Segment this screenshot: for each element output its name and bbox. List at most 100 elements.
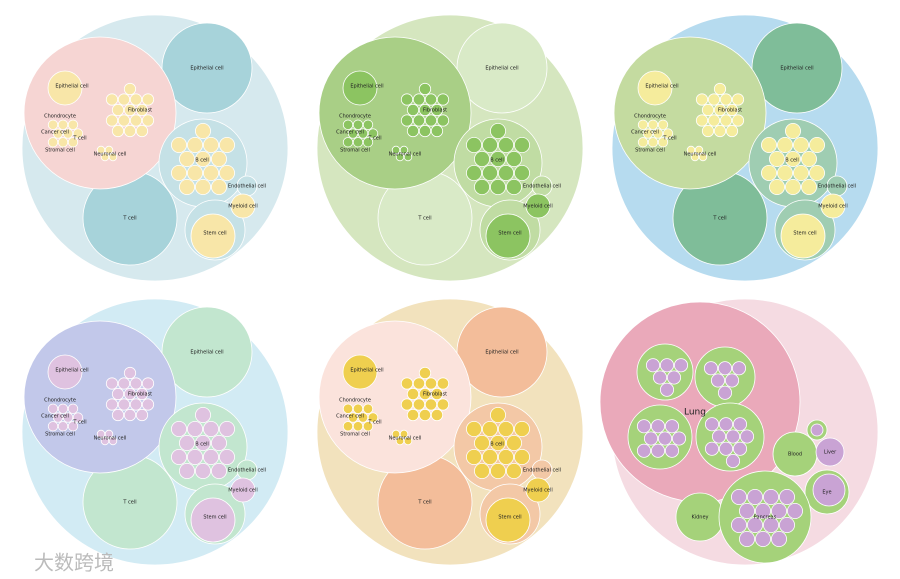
circle <box>47 403 59 414</box>
circle <box>701 124 715 138</box>
circle <box>659 382 675 397</box>
circle <box>105 398 119 411</box>
circle <box>67 421 79 432</box>
circle <box>717 385 733 400</box>
circle <box>141 398 155 411</box>
cell-label: Myeloid cell <box>818 204 848 210</box>
circle <box>645 358 661 373</box>
circle <box>400 93 414 106</box>
circle <box>489 178 506 195</box>
circle <box>412 93 426 106</box>
cell-label: Neuronal cell <box>94 152 127 158</box>
circle <box>481 136 498 153</box>
circle <box>812 473 846 507</box>
circle <box>430 408 444 422</box>
cell-label: Stromal cell <box>45 148 75 154</box>
circle <box>647 119 659 130</box>
circle <box>52 412 64 423</box>
circle <box>418 408 432 422</box>
circle <box>777 164 794 181</box>
cell-label: Eye <box>822 490 831 496</box>
cell-label: Cancer cell <box>41 130 69 136</box>
circle <box>703 361 719 376</box>
circle <box>771 502 788 519</box>
circle <box>769 178 786 195</box>
circle <box>489 123 506 140</box>
circle <box>72 412 84 423</box>
circle <box>489 150 506 167</box>
cell-label: B cell <box>785 158 799 164</box>
circle <box>52 128 64 139</box>
circle <box>418 366 432 380</box>
circle <box>713 103 727 117</box>
circle <box>430 124 444 138</box>
circle <box>636 419 652 434</box>
cell-label: Chondrocyte <box>339 114 371 120</box>
circle <box>731 93 745 106</box>
circle <box>170 448 187 465</box>
circle <box>230 477 256 503</box>
circle <box>105 377 119 390</box>
circle <box>719 114 733 127</box>
circle <box>785 123 802 140</box>
circle <box>218 164 235 181</box>
circle <box>47 119 59 130</box>
circle <box>505 462 522 479</box>
panel: Lung Blood Liver Eye Kidney Pancreas <box>599 298 879 566</box>
circle <box>57 403 69 414</box>
circle <box>514 136 531 153</box>
circle <box>725 453 741 469</box>
cell-label: Endothelial cell <box>228 468 266 474</box>
circle <box>473 462 490 479</box>
circle <box>793 136 810 153</box>
circle <box>820 193 846 219</box>
circle <box>117 398 131 411</box>
cell-label: Cancer cell <box>336 414 364 420</box>
cell-label: Fibroblast <box>718 108 742 114</box>
circle <box>352 421 364 432</box>
cell-label: Fibroblast <box>128 108 152 114</box>
circle <box>230 193 256 219</box>
circle <box>47 354 83 390</box>
cell-label: Kidney <box>691 515 708 521</box>
circle <box>406 103 420 117</box>
cell-label: Endothelial cell <box>228 184 266 190</box>
cell-label: T cell <box>417 216 431 222</box>
circle <box>657 137 669 148</box>
circle <box>485 213 531 259</box>
circle <box>801 150 818 167</box>
circle <box>129 377 143 390</box>
circle <box>739 531 756 548</box>
cell-label: B cell <box>490 442 504 448</box>
circle <box>129 93 143 106</box>
circle <box>514 164 531 181</box>
circle <box>412 398 426 411</box>
circle <box>659 358 675 373</box>
cell-label: Epithelial cell <box>350 84 383 90</box>
circle <box>135 408 149 422</box>
cell-label: T cell <box>122 500 136 506</box>
circle <box>793 164 810 181</box>
cell-label: Neuronal cell <box>389 436 422 442</box>
circle <box>399 145 409 155</box>
circle <box>637 137 649 148</box>
circle <box>704 441 720 456</box>
circle <box>357 128 369 139</box>
circle <box>202 448 219 465</box>
circle <box>809 136 826 153</box>
circle <box>436 93 450 106</box>
circle <box>724 373 740 388</box>
circle <box>497 420 514 437</box>
circle <box>400 114 414 127</box>
circle <box>105 114 119 127</box>
circle <box>104 429 114 439</box>
circle <box>72 128 84 139</box>
circle <box>178 150 195 167</box>
cell-label: Stem cell <box>793 231 816 237</box>
circle <box>352 119 364 130</box>
cell-label: Chondrocyte <box>339 398 371 404</box>
circle <box>129 398 143 411</box>
circle <box>787 502 804 519</box>
circle <box>104 145 114 155</box>
circle <box>218 420 235 437</box>
